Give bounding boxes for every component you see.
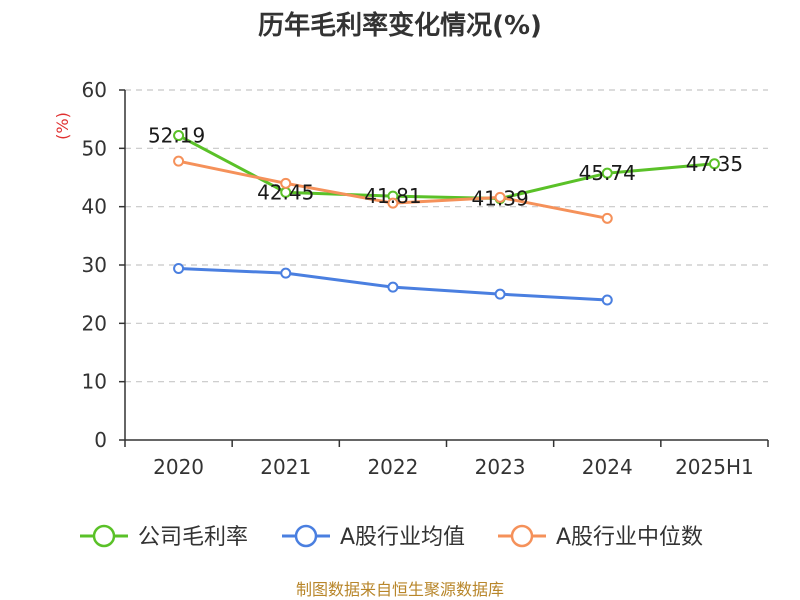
data-label: 47.35 [686, 152, 743, 176]
legend-item-0[interactable]: 公司毛利率 [80, 524, 248, 550]
data-point[interactable] [173, 130, 185, 142]
axis-layer: 0 10 20 30 40 50 60 2020 2021 2022 2023 2024 2025H1 [82, 78, 769, 479]
data-point[interactable] [173, 155, 185, 167]
legend[interactable]: 公司毛利率 A股行业均值 A股行业中位数 [80, 524, 703, 550]
data-label: 52.19 [148, 124, 205, 148]
y-tick-label: 50 [82, 136, 107, 160]
data-point[interactable] [601, 212, 613, 224]
x-tick-label: 2021 [260, 455, 311, 479]
legend-item-1[interactable]: A股行业均值 [282, 524, 465, 550]
data-point[interactable] [387, 197, 399, 209]
legend-marker [294, 524, 318, 548]
y-tick-label: 30 [82, 253, 107, 277]
data-label-layer: 52.19 42.45 41.81 41.39 45.74 47.35 [148, 124, 743, 211]
series-layer [173, 130, 720, 306]
data-point[interactable] [280, 267, 292, 279]
data-point[interactable] [601, 294, 613, 306]
x-tick-label: 2020 [153, 455, 204, 479]
data-point[interactable] [173, 263, 185, 274]
y-tick-label: 10 [82, 370, 107, 394]
x-tick-label: 2023 [475, 455, 526, 479]
data-point[interactable] [494, 288, 506, 300]
legend-label: A股行业中位数 [556, 525, 703, 550]
legend-item-2[interactable]: A股行业中位数 [498, 524, 703, 550]
data-point[interactable] [708, 158, 720, 170]
legend-label: A股行业均值 [340, 525, 465, 550]
x-tick-label: 2022 [367, 455, 418, 479]
data-point[interactable] [280, 177, 292, 189]
y-tick-label: 40 [82, 195, 107, 219]
data-point[interactable] [494, 191, 506, 203]
data-label: 42.45 [257, 180, 314, 204]
x-tick-label: 2025H1 [675, 455, 754, 479]
y-axis-label: (%) [53, 112, 72, 140]
data-label: 41.39 [471, 187, 528, 211]
y-tick-label: 60 [82, 78, 107, 102]
legend-marker [510, 524, 534, 548]
data-point[interactable] [601, 167, 613, 179]
chart-title: 历年毛利率变化情况(%) [258, 10, 542, 41]
source-note: 制图数据来自恒生聚源数据库 [296, 580, 504, 599]
grid-layer [125, 89, 768, 383]
data-label: 45.74 [579, 161, 636, 185]
data-label: 41.81 [364, 184, 421, 208]
series-line-0 [177, 134, 715, 201]
legend-marker [92, 524, 116, 548]
y-tick-label: 20 [82, 311, 107, 335]
data-point[interactable] [387, 281, 399, 293]
legend-label: 公司毛利率 [138, 525, 248, 550]
y-tick-label: 0 [94, 428, 107, 452]
x-tick-label: 2024 [582, 455, 633, 479]
